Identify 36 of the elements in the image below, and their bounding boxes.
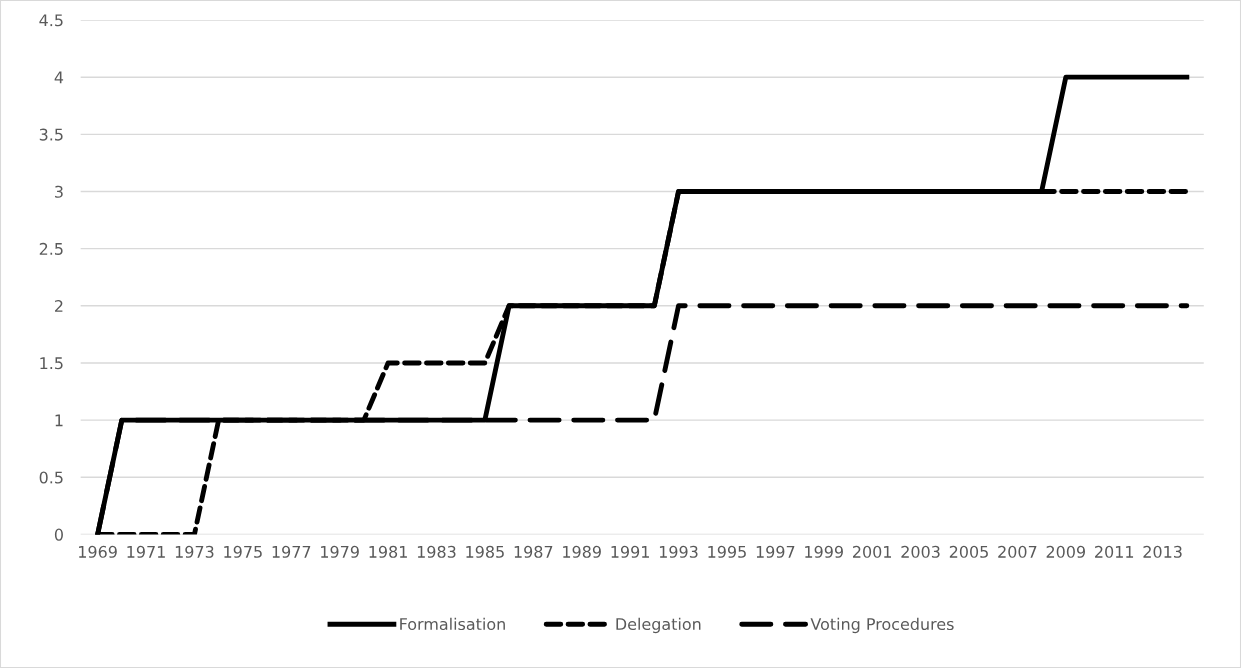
y-tick-label: 1 <box>55 414 63 427</box>
legend-label: Formalisation <box>400 617 505 631</box>
y-tick-label: 2.5 <box>39 242 63 255</box>
x-tick-label: 2013 <box>1143 545 1182 558</box>
x-tick-label: 2001 <box>853 545 892 558</box>
x-tick-label: 1985 <box>466 545 504 558</box>
x-tick-label: 2003 <box>901 545 940 558</box>
x-tick-label: 1989 <box>563 545 601 558</box>
x-tick-label: 1973 <box>175 545 214 558</box>
y-tick-label: 0 <box>54 528 63 541</box>
y-tick-label: 4 <box>54 71 64 84</box>
x-tick-label: 2007 <box>998 545 1037 558</box>
x-tick-label: 1971 <box>127 545 165 558</box>
x-tick-label: 2005 <box>949 545 988 558</box>
y-tick-label: 4.5 <box>39 14 63 27</box>
y-tick-label: 3 <box>55 185 63 198</box>
y-tick-label: 3.5 <box>39 128 63 141</box>
x-tick-label: 2011 <box>1095 545 1134 558</box>
x-tick-label: 1995 <box>708 545 746 558</box>
x-tick-label: 1997 <box>756 545 795 558</box>
x-tick-label: 1981 <box>369 545 407 558</box>
y-tick-label: 1.5 <box>40 357 63 370</box>
x-tick-label: 1977 <box>272 545 311 558</box>
legend-label: Delegation <box>616 617 701 634</box>
legend-label: Voting Procedures <box>810 617 954 634</box>
x-tick-label: 1983 <box>417 545 456 558</box>
x-tick-label: 1991 <box>611 545 649 558</box>
y-tick-label: 0.5 <box>39 471 63 484</box>
x-tick-label: 2009 <box>1046 545 1085 558</box>
y-tick-label: 2 <box>55 300 63 312</box>
x-tick-label: 1969 <box>79 545 117 558</box>
x-tick-label: 1987 <box>514 545 553 558</box>
x-tick-label: 1975 <box>224 545 262 558</box>
x-tick-label: 1999 <box>805 545 843 558</box>
x-tick-label: 1979 <box>321 545 359 558</box>
x-tick-label: 1993 <box>659 545 698 558</box>
